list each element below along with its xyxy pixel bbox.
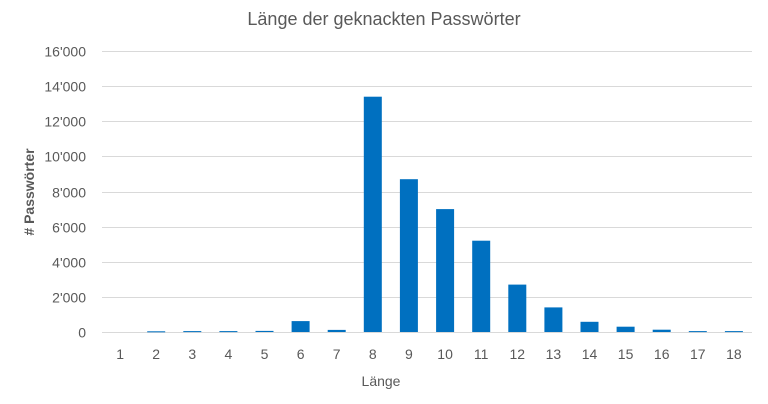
bar-6	[291, 321, 310, 332]
x-tick-label: 10	[437, 346, 453, 362]
x-tick-label: 9	[405, 346, 413, 362]
bar-4	[219, 331, 238, 333]
bar-16	[652, 329, 671, 332]
x-axis-label: Länge	[362, 373, 401, 389]
chart-title: Länge der geknackten Passwörter	[247, 9, 520, 29]
y-tick-label: 2'000	[52, 290, 86, 306]
x-tick-label: 12	[510, 346, 526, 362]
y-axis-ticks: 0 2'000 4'000 6'000 8'000 10'000 12'000 14'000 1…	[44, 44, 86, 341]
bar-14	[580, 321, 599, 332]
y-tick-label: 6'000	[52, 220, 86, 236]
x-tick-label: 7	[333, 346, 341, 362]
bars	[147, 96, 743, 333]
x-tick-label: 8	[369, 346, 377, 362]
y-tick-label: 4'000	[52, 255, 86, 271]
y-tick-label: 12'000	[44, 114, 86, 130]
x-tick-label: 2	[152, 346, 160, 362]
x-tick-label: 14	[582, 346, 598, 362]
bar-3	[183, 331, 202, 333]
x-tick-label: 3	[188, 346, 196, 362]
bar-8	[363, 96, 382, 332]
x-tick-label: 1	[116, 346, 124, 362]
bar-2	[147, 331, 166, 333]
bar-7	[327, 329, 346, 332]
bar-10	[436, 209, 455, 332]
bar-18	[724, 331, 743, 333]
bar-12	[508, 284, 527, 332]
x-tick-label: 13	[546, 346, 562, 362]
y-tick-label: 8'000	[52, 185, 86, 201]
x-tick-label: 17	[690, 346, 706, 362]
bar-13	[544, 307, 563, 332]
x-tick-label: 11	[474, 346, 489, 362]
x-tick-label: 18	[726, 346, 742, 362]
y-tick-label: 14'000	[44, 79, 86, 95]
x-axis-ticks: 1 2 3 4 5 6 7 8 9 10 11 12 13 14 15 16 17 18	[116, 346, 742, 362]
y-tick-label: 16'000	[44, 44, 86, 60]
bar-15	[616, 326, 635, 332]
bar-5	[255, 330, 274, 332]
x-tick-label: 5	[261, 346, 269, 362]
y-tick-label: 0	[78, 325, 86, 341]
x-tick-label: 4	[225, 346, 233, 362]
x-tick-label: 6	[297, 346, 305, 362]
gridlines	[102, 51, 752, 333]
x-tick-label: 15	[618, 346, 634, 362]
y-axis-label: # Passwörter	[21, 148, 37, 236]
bar-11	[472, 240, 491, 332]
y-tick-label: 10'000	[44, 149, 86, 165]
bar-17	[688, 331, 707, 333]
bar-9	[399, 179, 418, 332]
x-tick-label: 16	[654, 346, 670, 362]
